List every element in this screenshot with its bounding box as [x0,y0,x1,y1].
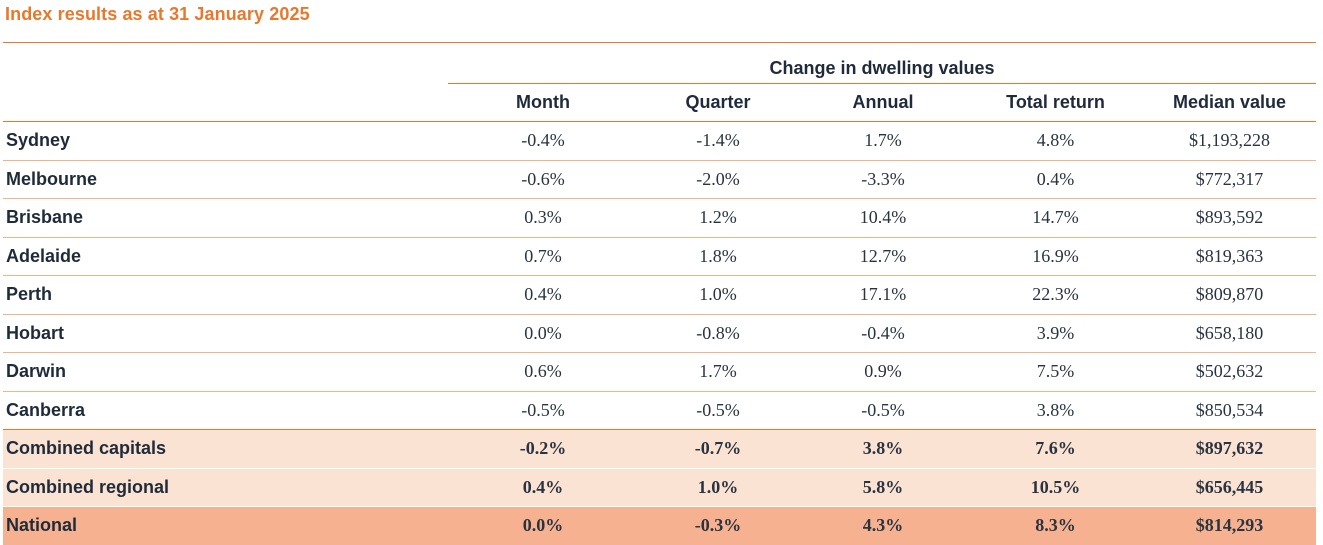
cell-median-value: $656,445 [1195,476,1264,497]
cell-quarter: 1.0% [699,284,737,305]
column-header-total-return: Total return [1006,92,1105,112]
cell-total-return: 7.6% [1035,438,1076,459]
table-row: National 0.0% -0.3% 4.3% 8.3% $814,293 [3,506,1317,545]
cell-month: -0.2% [519,438,567,459]
row-label: Combined regional [6,476,170,497]
cell-month: -0.4% [521,130,565,151]
cell-quarter: 1.2% [699,207,737,228]
cell-quarter: -0.8% [696,322,740,343]
cell-annual: -0.5% [861,399,905,420]
row-label: Adelaide [6,245,82,266]
cell-quarter: -2.0% [696,168,740,189]
table-row: Hobart 0.0% -0.8% -0.4% 3.9% $658,180 [3,314,1317,353]
row-label: Melbourne [6,168,98,189]
row-label: Perth [6,284,53,305]
cell-quarter: 1.7% [699,361,737,382]
group-header-row: Change in dwelling values [3,42,1317,84]
column-header-row: Month Quarter Annual Total return Median… [3,84,1317,122]
table-row: Darwin 0.6% 1.7% 0.9% 7.5% $502,632 [3,353,1317,391]
cell-total-return: 0.4% [1036,168,1075,189]
cell-annual: 4.3% [862,515,904,536]
cell-month: 0.4% [522,476,564,497]
cell-median-value: $772,317 [1195,168,1264,189]
cell-median-value: $1,193,228 [1189,130,1271,151]
group-header: Change in dwelling values [448,42,1317,84]
cell-total-return: 22.3% [1032,284,1079,305]
cell-annual: 12.7% [859,245,907,266]
row-label: National [6,515,78,536]
cell-annual: 0.9% [864,361,902,382]
column-header-month: Month [516,92,570,112]
table-row: Melbourne -0.6% -2.0% -3.3% 0.4% $772,317 [3,160,1317,199]
column-header-spacer [3,84,448,122]
row-label: Canberra [6,399,86,420]
cell-quarter: -0.7% [694,438,742,459]
table-row: Adelaide 0.7% 1.8% 12.7% 16.9% $819,363 [3,237,1317,276]
cell-median-value: $850,534 [1195,399,1264,420]
cell-total-return: 4.8% [1036,130,1075,151]
cell-annual: 17.1% [859,284,907,305]
cell-median-value: $658,180 [1195,322,1264,343]
cell-month: -0.6% [521,168,565,189]
row-label: Hobart [6,322,64,343]
column-header-quarter: Quarter [685,92,751,112]
cell-annual: 10.4% [859,207,907,228]
column-header-median-value: Median value [1173,92,1287,112]
table-row: Perth 0.4% 1.0% 17.1% 22.3% $809,870 [3,276,1317,314]
cell-total-return: 3.9% [1036,322,1075,343]
cell-total-return: 16.9% [1032,245,1079,266]
row-label: Darwin [6,361,67,382]
cell-annual: -0.4% [861,322,905,343]
cell-median-value: $809,870 [1195,284,1264,305]
cell-quarter: -1.4% [696,130,740,151]
cell-month: 0.7% [524,245,562,266]
table-title: Index results as at 31 January 2025 [5,4,310,24]
table-row: Combined capitals -0.2% -0.7% 3.8% 7.6% $897,… [3,429,1317,468]
cell-total-return: 7.5% [1036,361,1075,382]
index-results-table: Change in dwelling values Month Quarter … [3,42,1317,545]
cell-median-value: $819,363 [1195,245,1264,266]
table-row: Sydney -0.4% -1.4% 1.7% 4.8% $1,193,228 [3,122,1317,160]
cell-month: 0.3% [524,207,562,228]
cell-annual: -3.3% [861,168,905,189]
cell-annual: 1.7% [864,130,902,151]
cell-total-return: 8.3% [1035,515,1076,536]
cell-median-value: $502,632 [1195,361,1264,382]
cell-total-return: 10.5% [1030,476,1081,497]
cell-total-return: 14.7% [1032,207,1079,228]
table-body: Sydney -0.4% -1.4% 1.7% 4.8% $1,193,228 Melbou… [3,122,1317,545]
cell-median-value: $897,632 [1195,438,1264,459]
cell-annual: 5.8% [862,476,904,497]
cell-quarter: 1.8% [699,245,737,266]
cell-total-return: 3.8% [1036,399,1075,420]
cell-month: 0.0% [524,322,562,343]
table-row: Combined regional 0.4% 1.0% 5.8% 10.5% $656,4… [3,468,1317,507]
cell-month: 0.6% [524,361,562,382]
cell-month: -0.5% [521,399,565,420]
row-label: Sydney [6,130,71,151]
group-header-spacer [3,43,448,84]
row-label: Brisbane [6,207,84,228]
cell-month: 0.4% [524,284,562,305]
cell-quarter: -0.3% [694,515,742,536]
cell-month: 0.0% [522,515,564,536]
cell-quarter: 1.0% [697,476,739,497]
row-label: Combined capitals [6,438,167,459]
column-header-annual: Annual [852,92,914,112]
cell-median-value: $814,293 [1195,515,1264,536]
table-row: Canberra -0.5% -0.5% -0.5% 3.8% $850,534 [3,391,1317,430]
cell-median-value: $893,592 [1195,207,1264,228]
table-row: Brisbane 0.3% 1.2% 10.4% 14.7% $893,592 [3,199,1317,237]
cell-quarter: -0.5% [696,399,740,420]
cell-annual: 3.8% [862,438,904,459]
